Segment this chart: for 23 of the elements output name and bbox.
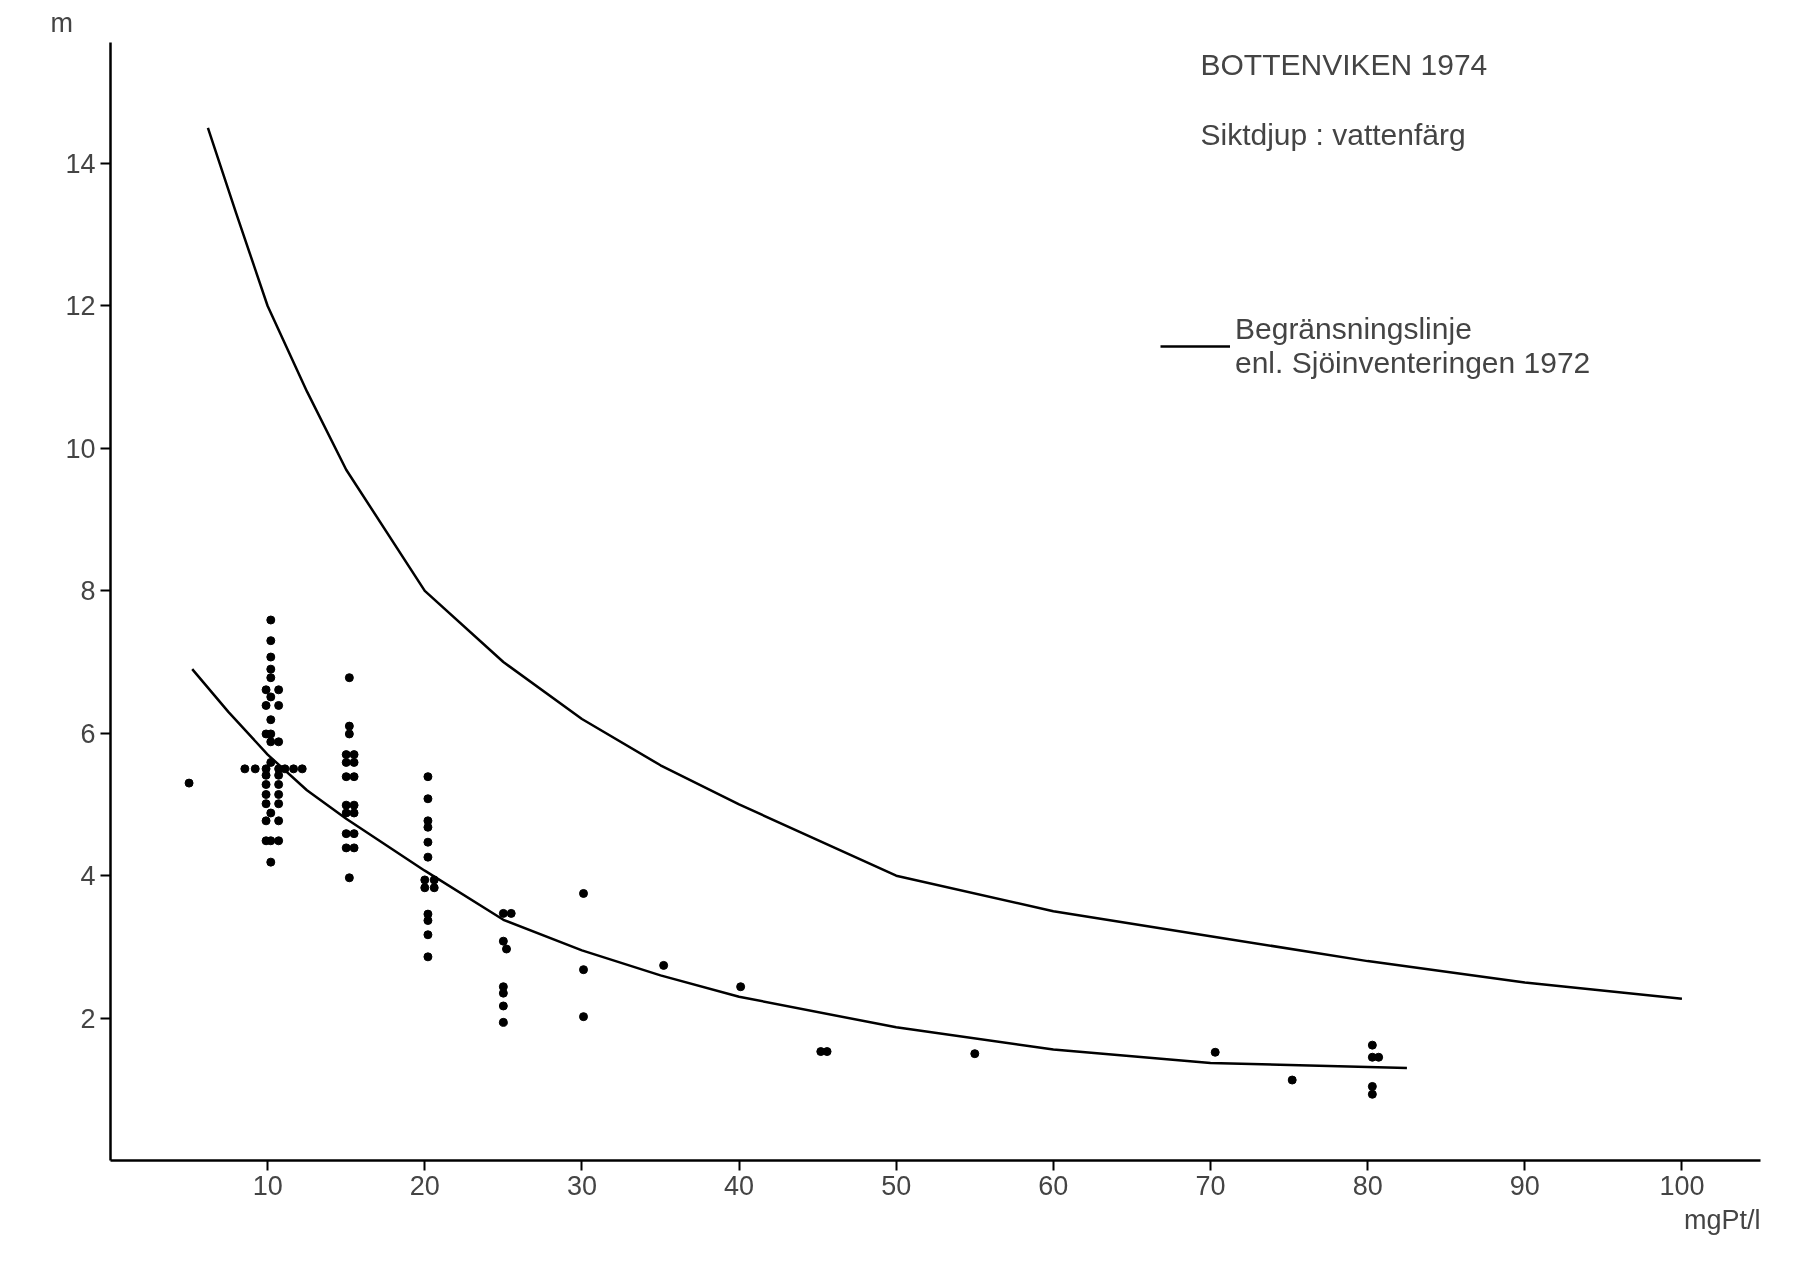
text: Siktdjup : vattenfärg: [1200, 117, 1466, 151]
y-tick-label: 14: [65, 149, 96, 180]
y-axis-title: m: [50, 7, 73, 38]
line-series: [190, 667, 1409, 1070]
x-tick-label: 90: [1509, 1170, 1540, 1201]
chart-title: BOTTENVIKEN 1974: [1200, 47, 1488, 81]
x-axis-title: mgPt/l: [1683, 1204, 1761, 1235]
legend-label: Begränsningslinje enl. Sjöinventeringen 1972: [1235, 312, 1591, 380]
y-tick-label: 12: [65, 291, 96, 322]
y-tick-label: 10: [65, 433, 96, 464]
x-tick-label: 80: [1352, 1170, 1383, 1201]
x-tick-label: 70: [1195, 1170, 1226, 1201]
y-tick-label: 6: [80, 718, 96, 749]
x-tick-label: 10: [252, 1170, 283, 1201]
x-tick-label: 20: [409, 1170, 440, 1201]
y-tick-label: 8: [80, 576, 96, 607]
x-tick-label: 30: [566, 1170, 597, 1201]
y-tick-label: 2: [80, 1003, 96, 1034]
y-tick-label: 4: [80, 861, 96, 892]
x-tick-label: 100: [1659, 1170, 1705, 1201]
x-tick-label: 40: [724, 1170, 755, 1201]
x-tick-label: 50: [881, 1170, 912, 1201]
x-tick-label: 60: [1038, 1170, 1069, 1201]
